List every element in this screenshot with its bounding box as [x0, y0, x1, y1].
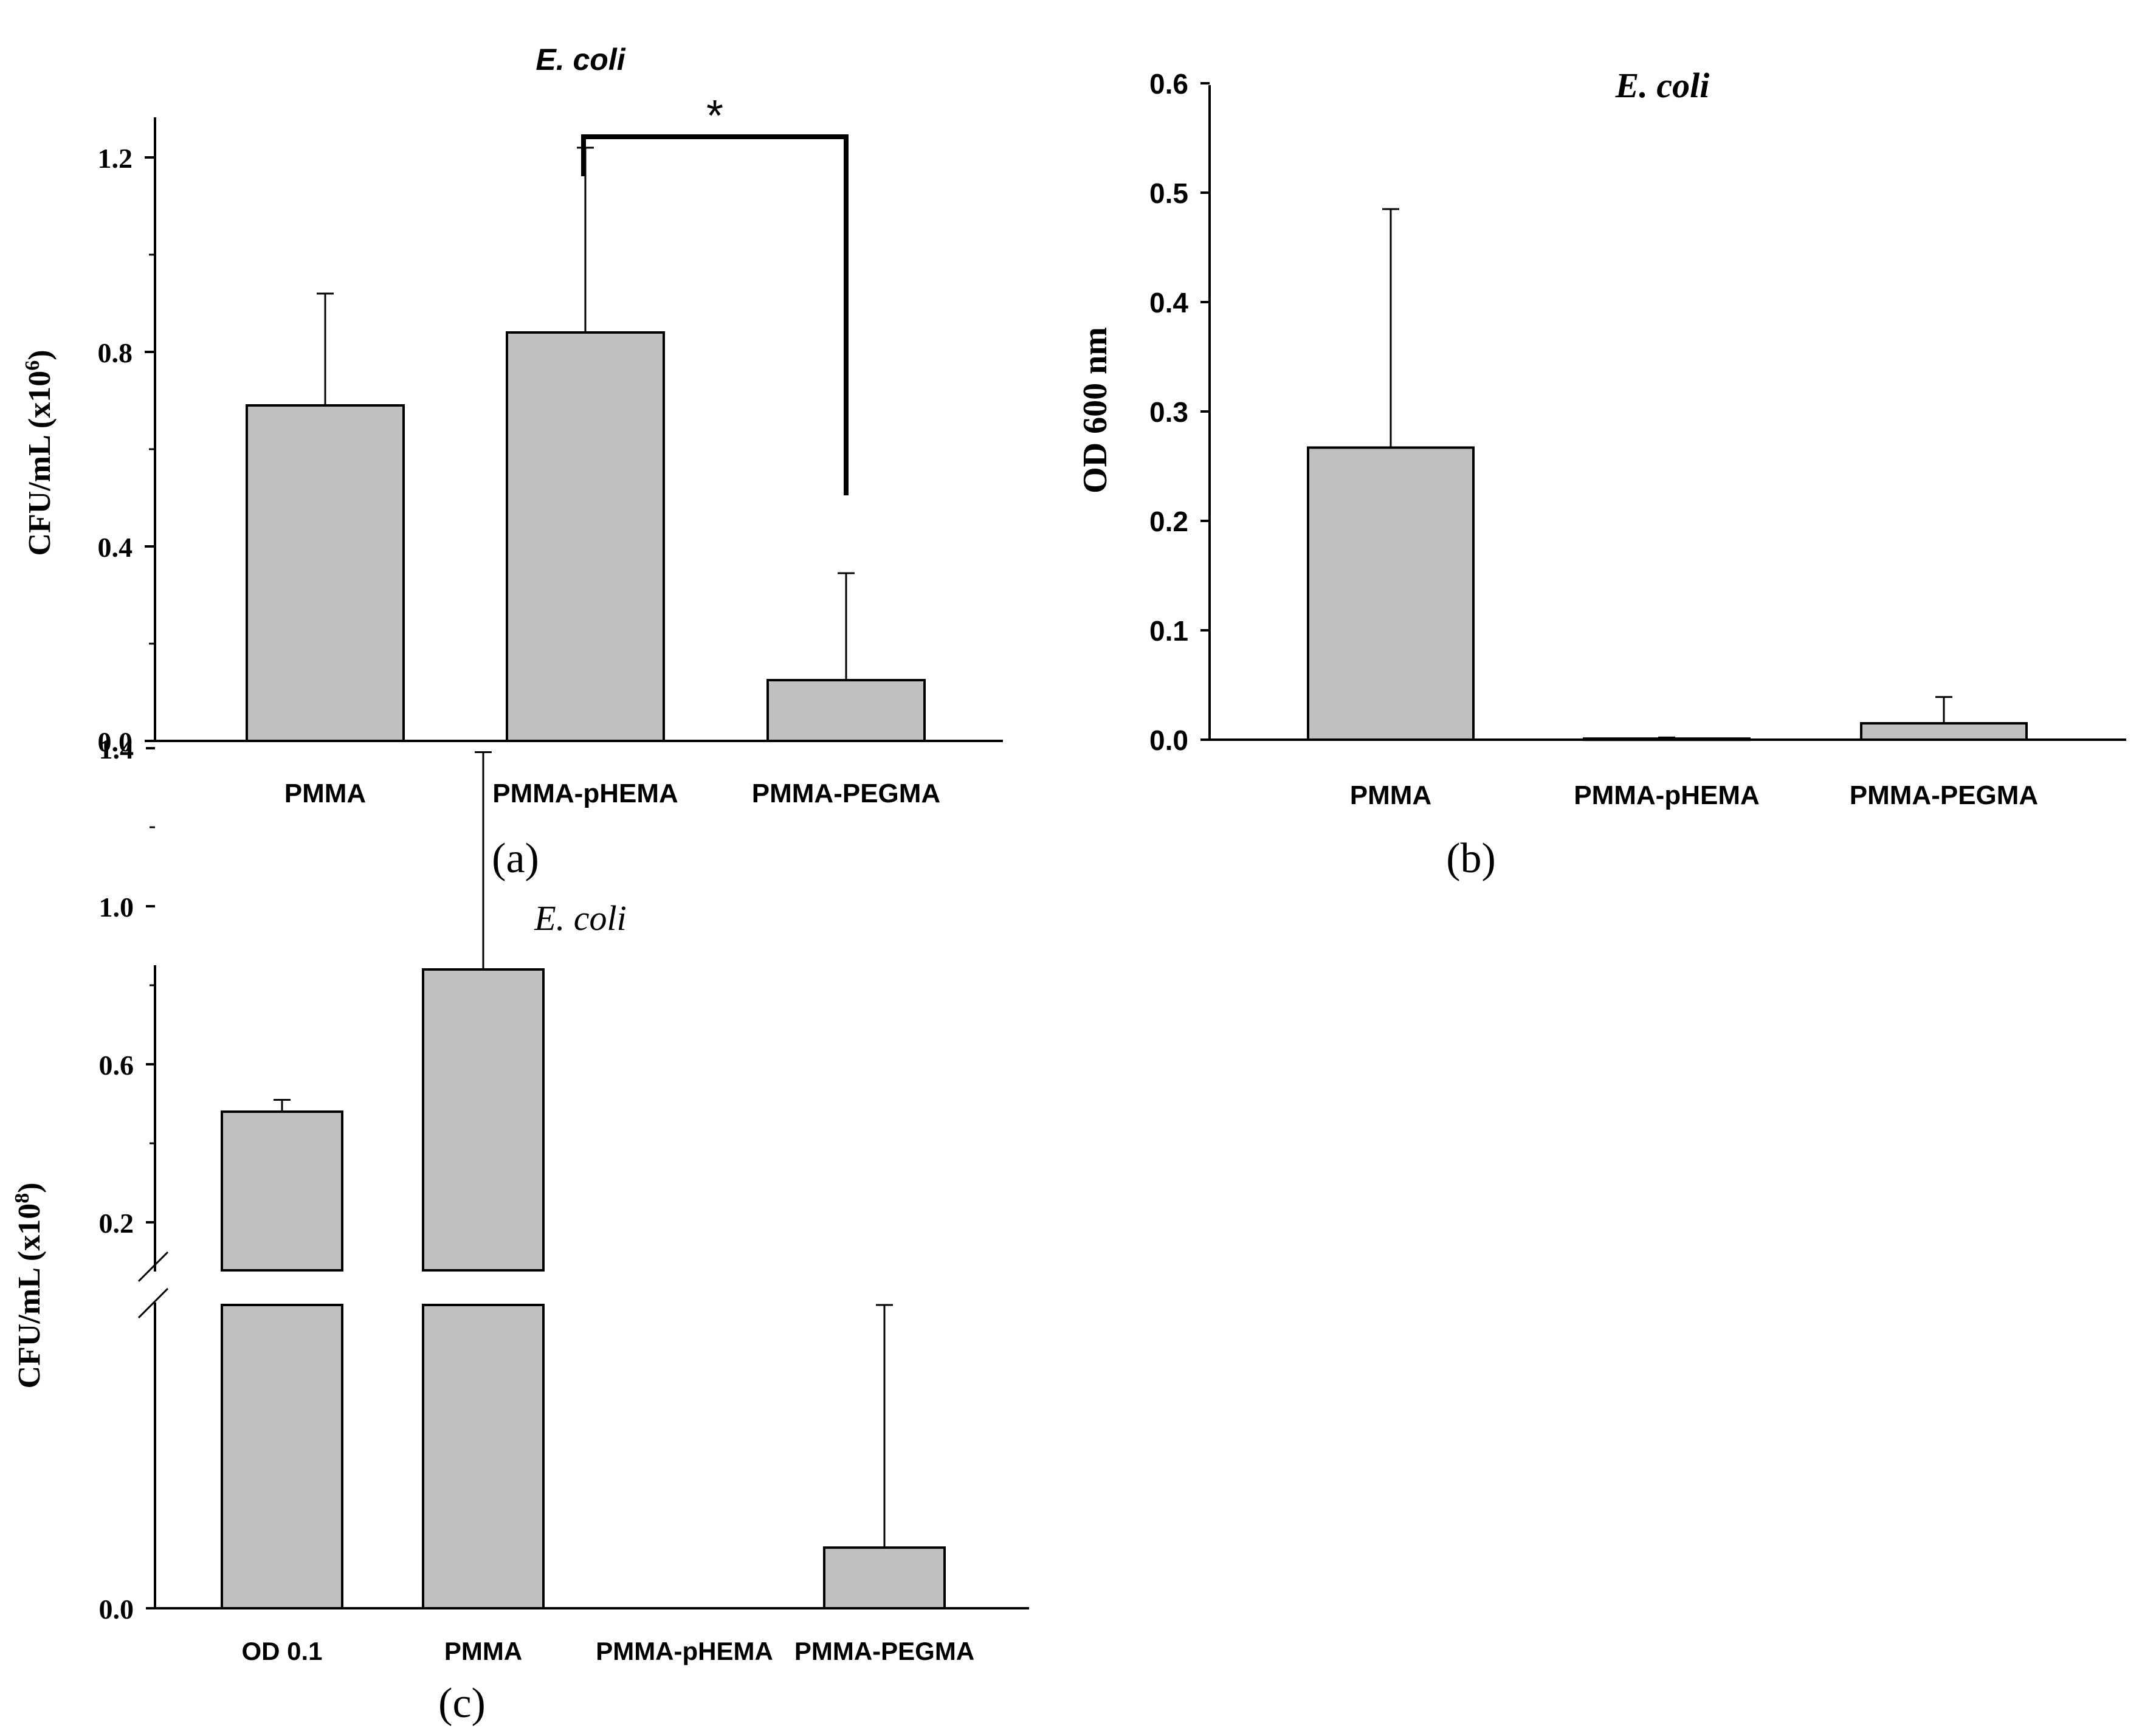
panel-a-bars [246, 331, 926, 742]
panel-b-y-ticks: 0.0 0.1 0.2 0.3 0.4 0.5 0.6 [1149, 68, 1210, 756]
panel-a-title: E. coli [536, 43, 625, 77]
panel-b-error-bars [1382, 208, 1952, 739]
panel-c-axis-break-lower [137, 1287, 169, 1319]
panel-a-y-tick-label: 0.0 [98, 726, 133, 757]
panel-a-y-tick-label: 1.2 [98, 143, 133, 174]
panel-a-y-tick-label: 0.4 [98, 532, 133, 563]
panel-a: E. coli CFU/mL (x106) 0.0 0.4 0.8 1.2 * PMM… [21, 43, 1003, 882]
panel-b-caption: (b) [1446, 835, 1496, 882]
panel-c: E. coli CFU/mL (x108) 0.0 0.2 0.6 1.0 1.4 OD… [11, 734, 1029, 1727]
panel-a-bar-2 [766, 679, 926, 742]
panel-b-y-tick-label: 0.4 [1149, 287, 1188, 318]
panel-a-x-labels: PMMA PMMA-pHEMA PMMA-PEGMA [284, 779, 940, 808]
panel-b-bar-2 [1860, 722, 2028, 741]
panel-c-x-labels: OD 0.1 PMMA PMMA-pHEMA PMMA-PEGMA [241, 1637, 974, 1665]
panel-b-x-label: PMMA-pHEMA [1574, 780, 1760, 810]
panel-a-x-label: PMMA-pHEMA [492, 779, 678, 808]
panel-a-bar-0 [246, 404, 405, 742]
panel-a-significance-bracket [581, 134, 849, 495]
panel-a-caption: (a) [492, 835, 539, 882]
panel-a-significance-star: * [706, 92, 723, 140]
panel-c-bar-lower-1 [422, 1304, 545, 1609]
panel-c-x-label: PMMA-pHEMA [596, 1637, 773, 1665]
panel-c-y-tick-label: 1.0 [99, 892, 134, 923]
panel-a-y-ticks: 0.0 0.4 0.8 1.2 [98, 143, 155, 757]
panel-c-x-label: PMMA-PEGMA [794, 1637, 974, 1665]
panel-b-bar-0 [1307, 446, 1475, 742]
panel-c-bar-upper-1 [422, 968, 545, 1272]
panel-b-y-tick-label: 0.3 [1149, 396, 1188, 428]
panel-c-y-ticks: 0.0 0.2 0.6 1.0 1.4 [99, 734, 155, 1625]
panel-c-y-tick-label: 1.4 [99, 734, 134, 765]
panel-c-bars [221, 968, 946, 1609]
panel-c-axis-break-upper [137, 1251, 169, 1282]
panel-c-caption: (c) [438, 1680, 486, 1727]
panel-c-y-tick-label: 0.6 [99, 1050, 134, 1081]
panel-b-bars [1307, 446, 2028, 742]
panel-b-x-labels: PMMA PMMA-pHEMA PMMA-PEGMA [1350, 780, 2038, 810]
panel-a-y-tick-label: 0.8 [98, 337, 133, 368]
panel-c-x-label: OD 0.1 [241, 1637, 322, 1665]
panel-b-x-label: PMMA-PEGMA [1850, 780, 2038, 810]
panel-b-y-tick-label: 0.5 [1149, 177, 1188, 209]
panel-c-y-tick-label: 0.2 [99, 1208, 134, 1239]
panel-b-title: E. coli [1615, 66, 1710, 105]
panel-b-y-tick-label: 0.6 [1149, 68, 1188, 100]
panel-a-x-label: PMMA-PEGMA [752, 779, 940, 808]
panel-c-y-tick-label: 0.0 [99, 1594, 134, 1625]
panel-c-bar-upper-0 [221, 1110, 343, 1272]
panel-b-y-tick-label: 0.2 [1149, 506, 1188, 537]
panel-b-y-axis-label: OD 600 nm [1076, 327, 1114, 494]
panel-b: E. coli OD 600 nm 0.00.10.20.30.40.50.6 … [1076, 66, 2126, 882]
panel-c-x-label: PMMA [444, 1637, 522, 1665]
panel-c-bar-lower-0 [221, 1304, 343, 1609]
panel-c-bar-3 [823, 1546, 946, 1609]
panel-c-y-axis-label: CFU/mL (x108) [11, 1182, 47, 1388]
panel-c-error-bars [274, 751, 893, 1548]
panel-a-bar-1 [506, 331, 665, 742]
panel-a-x-label: PMMA [284, 779, 366, 808]
panel-b-y-tick-label: 0.0 [1149, 725, 1188, 756]
panel-b-y-tick-label: 0.1 [1149, 615, 1188, 647]
panel-c-title: E. coli [534, 898, 626, 938]
panel-a-y-axis-label: CFU/mL (x106) [21, 349, 57, 556]
panel-b-x-label: PMMA [1350, 780, 1431, 810]
